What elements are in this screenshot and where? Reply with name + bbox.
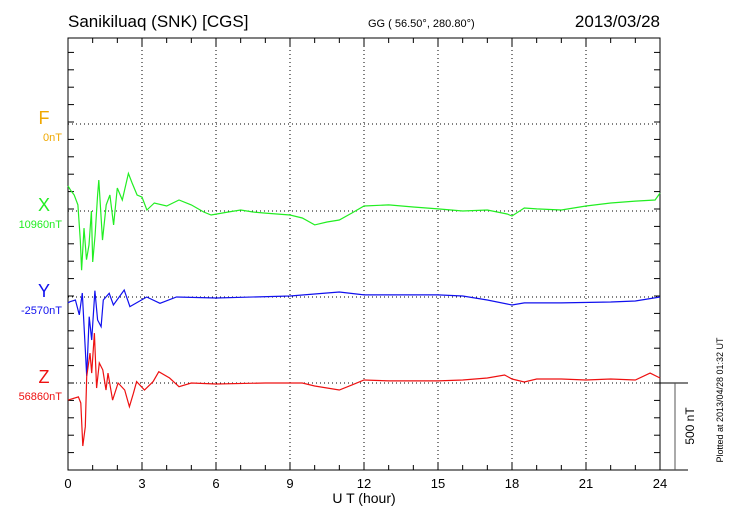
series-name-x: X bbox=[38, 195, 50, 215]
traces bbox=[67, 171, 661, 447]
x-tick-label: 9 bbox=[286, 476, 293, 491]
x-tick-label: 6 bbox=[212, 476, 219, 491]
series-baseline-y: -2570nT bbox=[21, 305, 62, 317]
trace-x bbox=[67, 171, 661, 271]
x-tick-label: 21 bbox=[579, 476, 593, 491]
coordinates-label: GG ( 56.50°, 280.80°) bbox=[368, 18, 475, 30]
station-title: Sanikiluaq (SNK) [CGS] bbox=[68, 12, 248, 31]
plot-frame bbox=[67, 37, 661, 471]
x-axis-label: U T (hour) bbox=[332, 490, 395, 506]
axis-ticks bbox=[67, 38, 661, 471]
scale-bar-label: 500 nT bbox=[683, 407, 697, 445]
x-tick-label: 24 bbox=[653, 476, 667, 491]
trace-y bbox=[67, 288, 661, 377]
date-label: 2013/03/28 bbox=[575, 12, 660, 31]
series-baseline-f: 0nT bbox=[43, 132, 62, 144]
x-tick-label: 0 bbox=[64, 476, 71, 491]
series-labels: F 0nT X 10960nT Y -2570nT Z 56860nT bbox=[19, 108, 63, 403]
series-baseline-z: 56860nT bbox=[19, 391, 63, 403]
series-name-z: Z bbox=[39, 367, 50, 387]
x-tick-labels: 0 3 6 9 12 15 18 21 24 bbox=[64, 476, 667, 491]
x-tick-label: 15 bbox=[431, 476, 445, 491]
x-tick-label: 18 bbox=[505, 476, 519, 491]
grid-lines bbox=[68, 38, 660, 470]
plotted-at-note: Plotted at 2013/04/28 01:32 UT bbox=[715, 337, 725, 463]
series-baseline-x: 10960nT bbox=[19, 219, 63, 231]
trace-z bbox=[67, 333, 661, 447]
x-tick-label: 3 bbox=[138, 476, 145, 491]
x-tick-label: 12 bbox=[357, 476, 371, 491]
series-name-y: Y bbox=[38, 281, 50, 301]
series-name-f: F bbox=[39, 108, 50, 128]
